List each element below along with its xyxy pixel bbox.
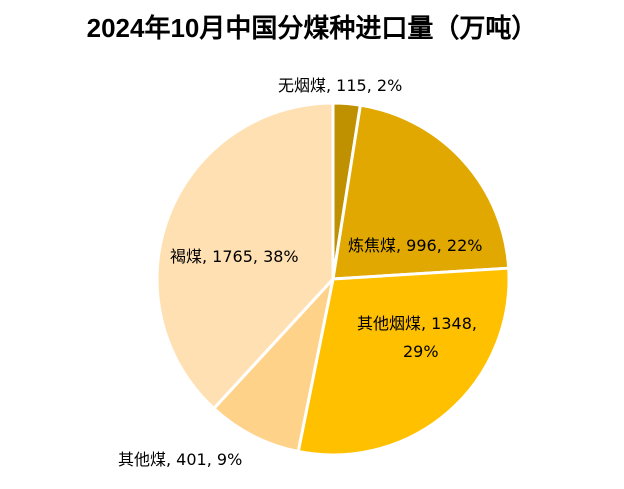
pie-slice-3 [212,277,335,454]
label-other-bituminous-line2: 29% [403,342,439,361]
pie-slice-4 [155,101,335,411]
label-other-bituminous-line1: 其他烟煤, 1348, [357,314,477,333]
chart-title: 2024年10月中国分煤种进口量（万吨） [86,13,538,43]
pie-slice-2 [296,266,511,457]
label-lignite: 褐煤, 1765, 38% [170,247,299,266]
label-other-coal: 其他煤, 401, 9% [118,450,242,469]
pie-slice-1 [331,103,511,281]
label-coking-coal: 炼焦煤, 996, 22% [348,236,482,255]
label-anthracite: 无烟煤, 115, 2% [278,76,402,95]
